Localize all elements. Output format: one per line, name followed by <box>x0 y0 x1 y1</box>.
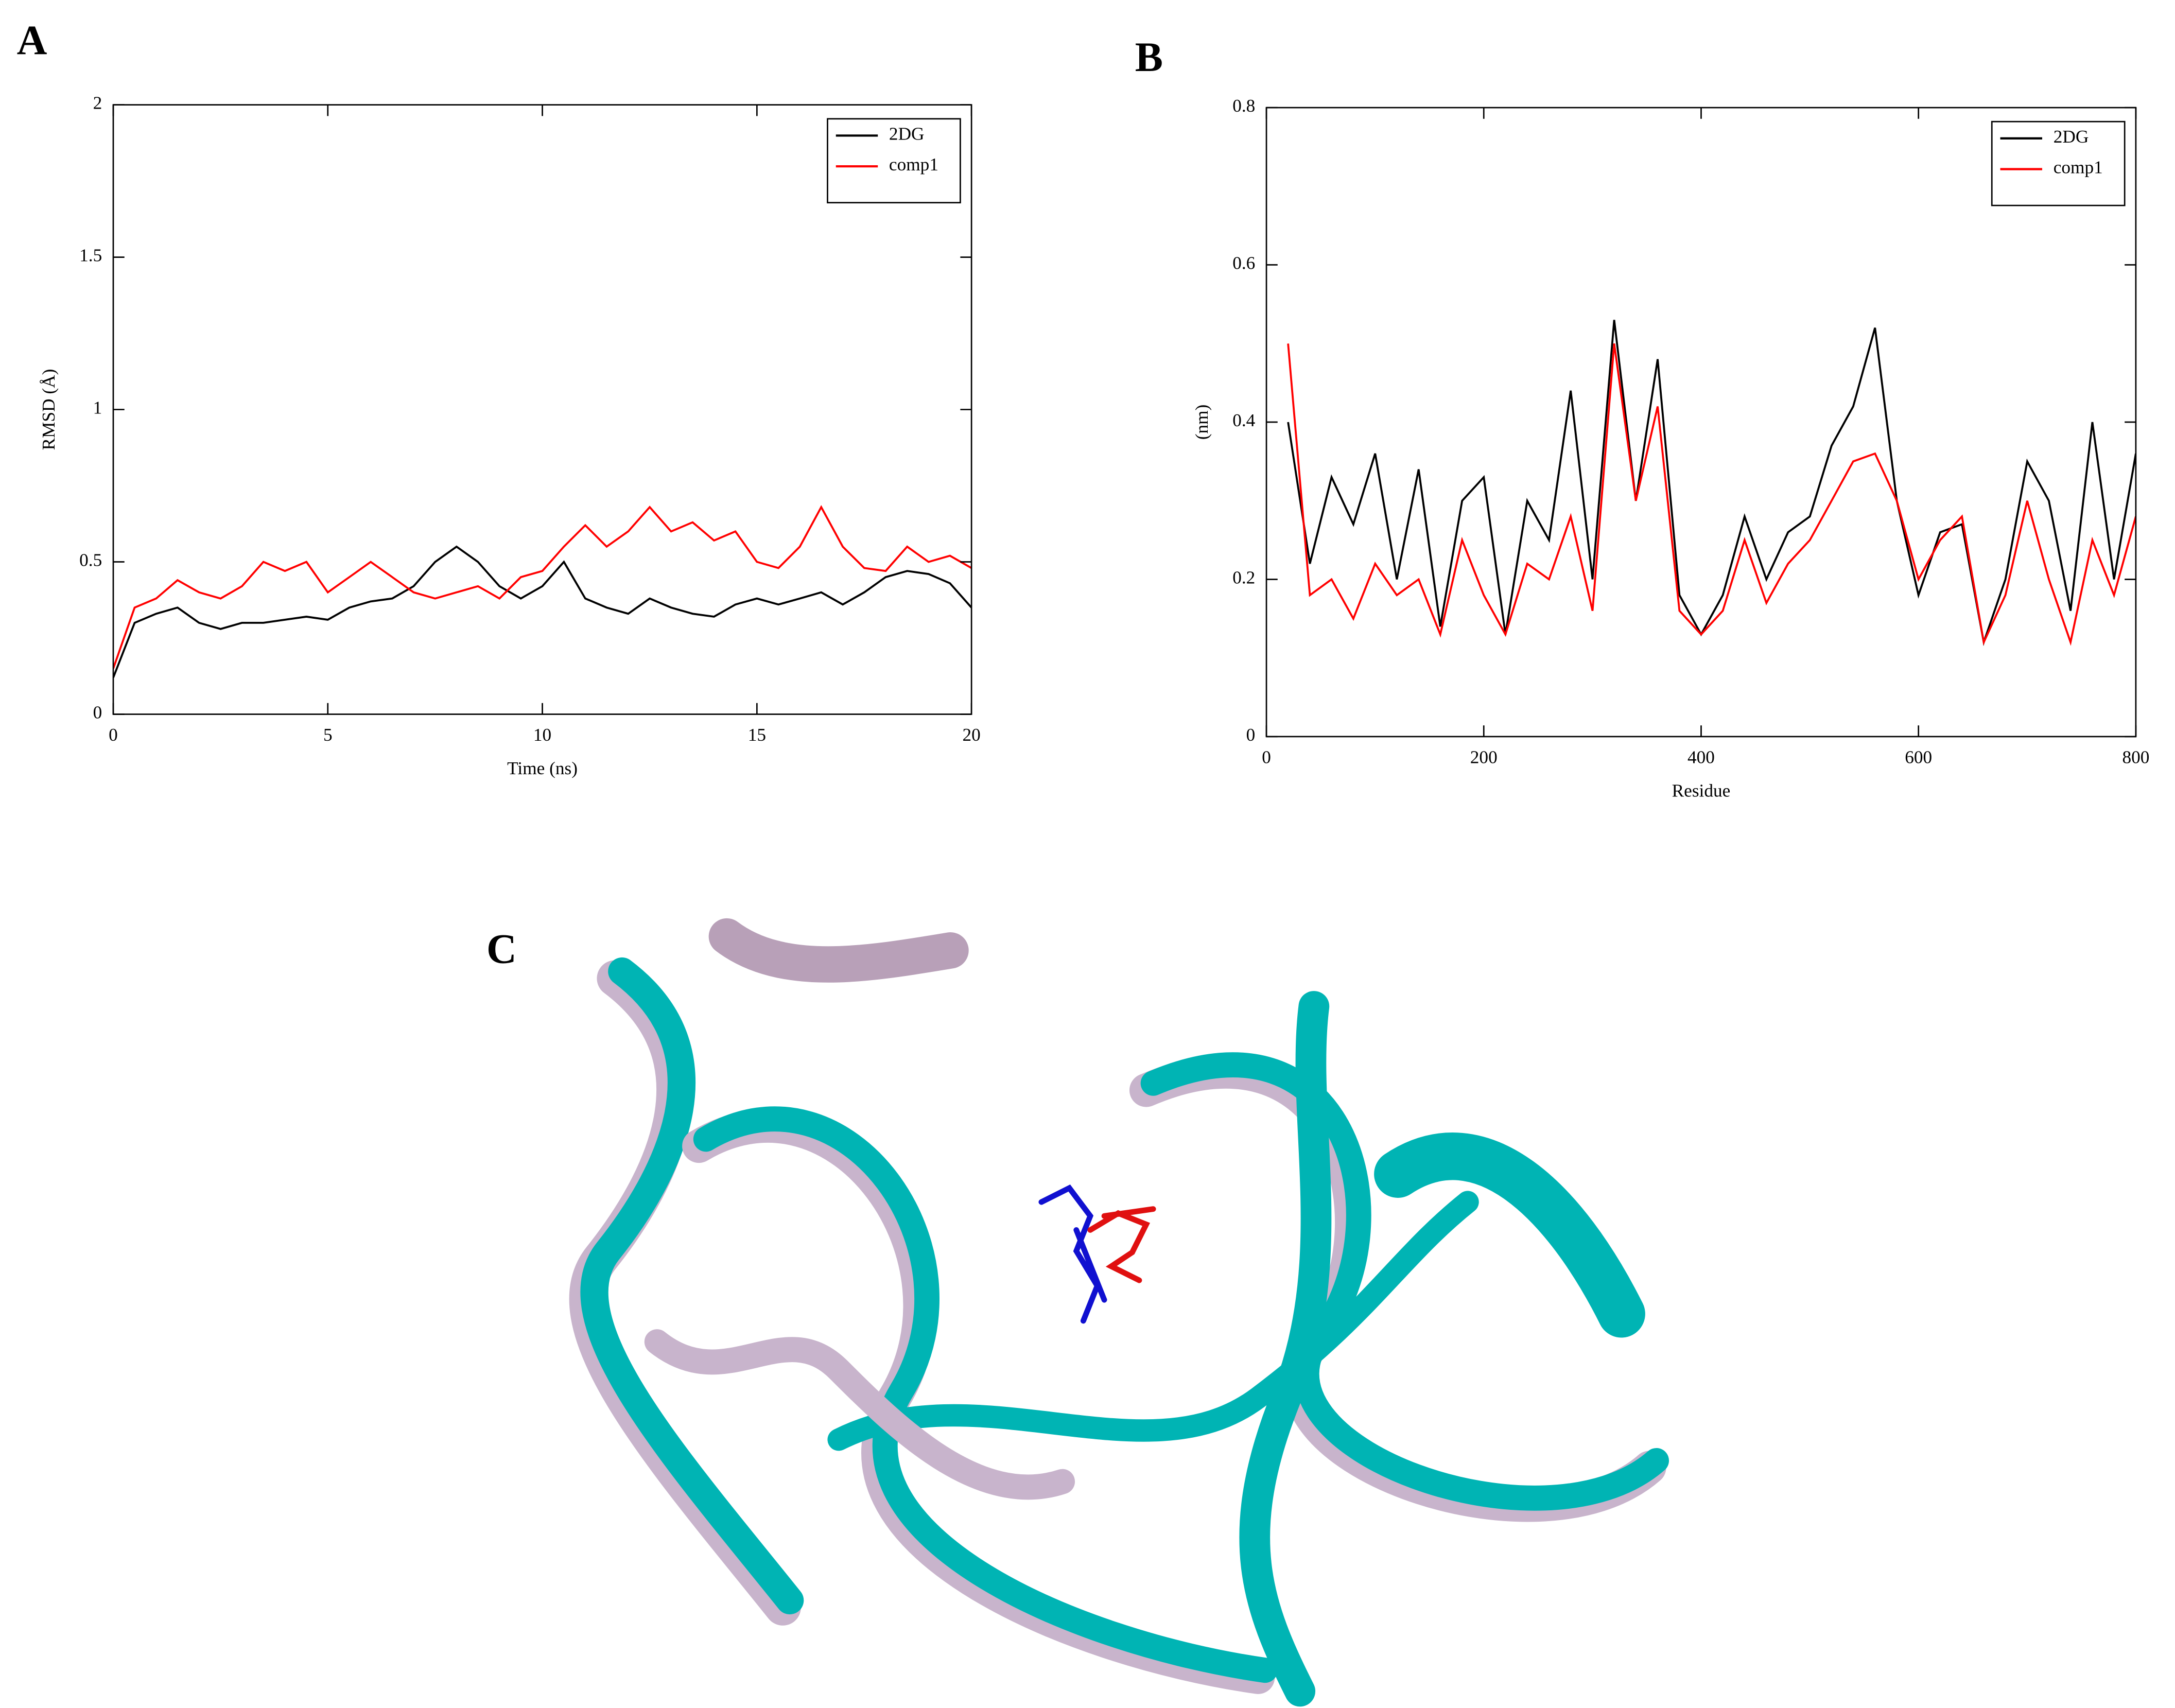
series-line <box>1287 343 2136 646</box>
y-tick-label: 1 <box>93 398 102 418</box>
x-axis-label: Time (ns) <box>507 758 578 778</box>
y-tick-label: 0.8 <box>1232 96 1255 116</box>
legend-label: comp1 <box>2054 158 2103 178</box>
y-tick-label: 0.6 <box>1232 253 1255 273</box>
image-background <box>559 929 1678 1692</box>
x-tick-label: 0 <box>1262 747 1271 767</box>
legend-label: comp1 <box>889 154 938 175</box>
x-tick-label: 400 <box>1687 747 1715 767</box>
panel-label: B <box>1135 33 1163 80</box>
legend-box <box>827 118 961 204</box>
y-tick-label: 0 <box>1246 725 1256 745</box>
legend-label: 2DG <box>2054 127 2089 147</box>
series-line <box>113 505 972 669</box>
x-tick-label: 0 <box>109 725 118 745</box>
y-tick-label: 2 <box>93 93 102 113</box>
y-tick-label: 0.4 <box>1232 410 1255 430</box>
x-tick-label: 800 <box>2122 747 2149 767</box>
series-line <box>1287 320 2136 647</box>
x-tick-label: 200 <box>1470 747 1498 767</box>
ribbons <box>569 918 1669 1707</box>
y-tick-label: 0.2 <box>1232 568 1255 588</box>
y-tick-label: 1.5 <box>79 246 102 266</box>
legend-label: 2DG <box>889 124 925 144</box>
y-tick-label: 0 <box>93 703 102 723</box>
x-tick-label: 15 <box>748 725 766 745</box>
x-tick-label: 5 <box>323 725 333 745</box>
y-tick-label: 0.5 <box>79 550 102 570</box>
x-tick-label: 600 <box>1905 747 1932 767</box>
x-axis-label: Residue <box>1672 781 1731 801</box>
x-tick-label: 20 <box>962 725 980 745</box>
panel-label: A <box>17 17 47 64</box>
legend-box <box>1991 120 2126 206</box>
panel-label: C <box>486 925 517 972</box>
y-axis-label: RMSD (Å) <box>39 369 59 450</box>
series-line <box>113 545 972 678</box>
y-axis-label: (nm) <box>1192 405 1212 440</box>
protein-image <box>559 918 1678 1707</box>
x-tick-label: 10 <box>533 725 551 745</box>
